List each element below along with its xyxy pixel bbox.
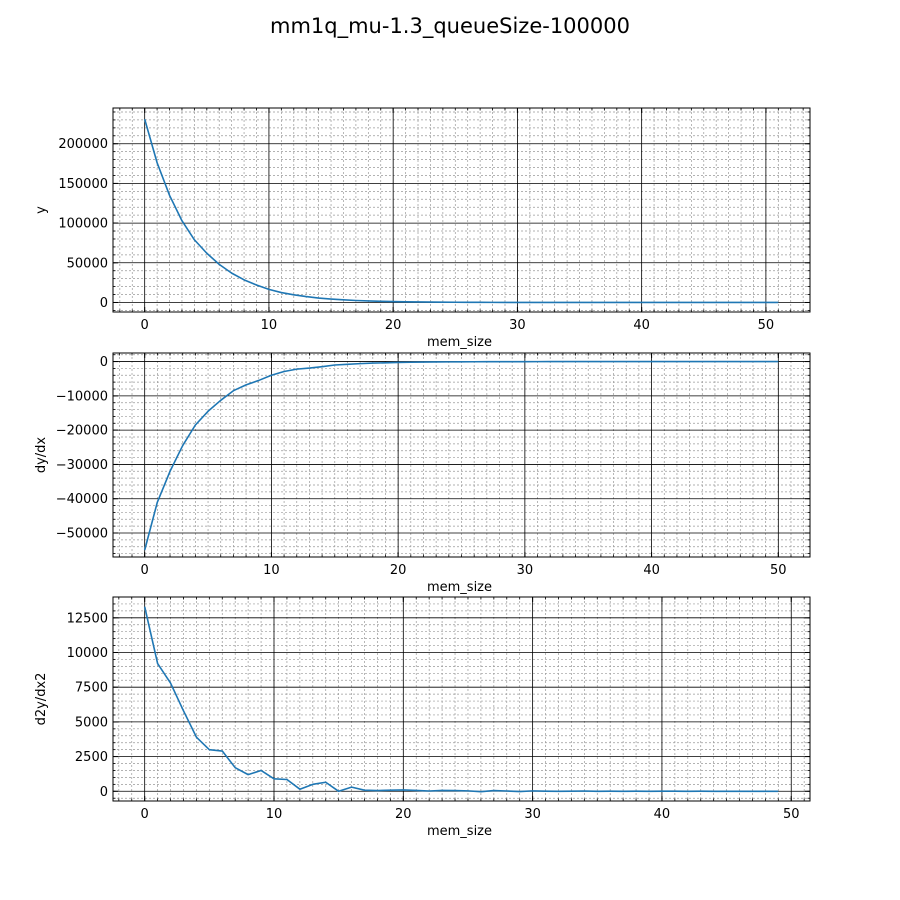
- figure-title: mm1q_mu-1.3_queueSize-100000: [270, 14, 630, 38]
- series-line: [143, 360, 779, 551]
- x-tick-label: 0: [141, 318, 149, 333]
- x-tick-label: 50: [770, 563, 787, 578]
- x-tick-label: 40: [654, 807, 671, 822]
- series-line: [143, 606, 779, 793]
- x-axis-label: mem_size: [427, 580, 492, 595]
- x-tick-label: 50: [758, 318, 775, 333]
- y-tick-label: −40000: [56, 492, 108, 507]
- y-tick-label: 0: [100, 355, 108, 370]
- series-line: [143, 118, 779, 304]
- y-tick-label: 10000: [67, 646, 108, 661]
- x-tick-label: 20: [395, 807, 412, 822]
- y-axis-label: y: [34, 206, 49, 214]
- axes-frame: [112, 596, 811, 802]
- y-tick-label: 0: [100, 785, 108, 800]
- y-tick-label: 150000: [58, 177, 108, 192]
- x-axis-label: mem_size: [427, 335, 492, 350]
- x-tick-label: 20: [390, 563, 407, 578]
- y-tick-label: 0: [100, 296, 108, 311]
- y-axis-label: d2y/dx2: [34, 673, 49, 726]
- y-tick-label: 12500: [67, 611, 108, 626]
- y-tick-label: 7500: [75, 681, 108, 696]
- y-tick-label: −50000: [56, 527, 108, 542]
- x-tick-label: 30: [509, 318, 526, 333]
- y-tick-label: 200000: [58, 137, 108, 152]
- x-tick-label: 40: [633, 318, 650, 333]
- y-tick-label: −30000: [56, 458, 108, 473]
- y-tick-label: 5000: [75, 715, 108, 730]
- x-tick-label: 10: [266, 807, 283, 822]
- y-tick-label: 2500: [75, 750, 108, 765]
- y-tick-label: 100000: [58, 217, 108, 232]
- y-tick-label: −20000: [56, 424, 108, 439]
- subplot-3: 0 10 20 30 40 50 0 2500 5000 7500 10000 12500 mem_si…: [34, 596, 811, 839]
- x-tick-label: 10: [263, 563, 280, 578]
- y-axis-label: dy/dx: [34, 437, 49, 474]
- x-tick-label: 30: [517, 563, 534, 578]
- subplot-1: 0 10 20 30 40 50 0 50000 100000 150000 200000 mem_s…: [34, 107, 811, 350]
- x-tick-label: 50: [783, 807, 800, 822]
- axes-frame: [112, 352, 811, 558]
- x-tick-label: 0: [141, 807, 149, 822]
- x-tick-label: 40: [643, 563, 660, 578]
- x-tick-label: 10: [261, 318, 278, 333]
- subplot-2: 0 10 20 30 40 50 −50000 −40000 −30000 −20000 −1000…: [34, 352, 811, 595]
- x-tick-label: 0: [141, 563, 149, 578]
- x-axis-label: mem_size: [427, 824, 492, 839]
- axes-frame: [112, 107, 811, 313]
- y-tick-label: 50000: [67, 256, 108, 271]
- y-tick-label: −10000: [56, 389, 108, 404]
- x-tick-label: 30: [524, 807, 541, 822]
- x-tick-label: 20: [385, 318, 402, 333]
